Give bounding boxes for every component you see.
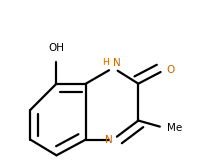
Text: H: H <box>102 58 109 67</box>
Text: O: O <box>167 65 175 75</box>
Text: N: N <box>105 134 113 144</box>
Text: N: N <box>113 58 121 68</box>
Text: Me: Me <box>167 123 182 133</box>
Text: OH: OH <box>48 43 64 53</box>
